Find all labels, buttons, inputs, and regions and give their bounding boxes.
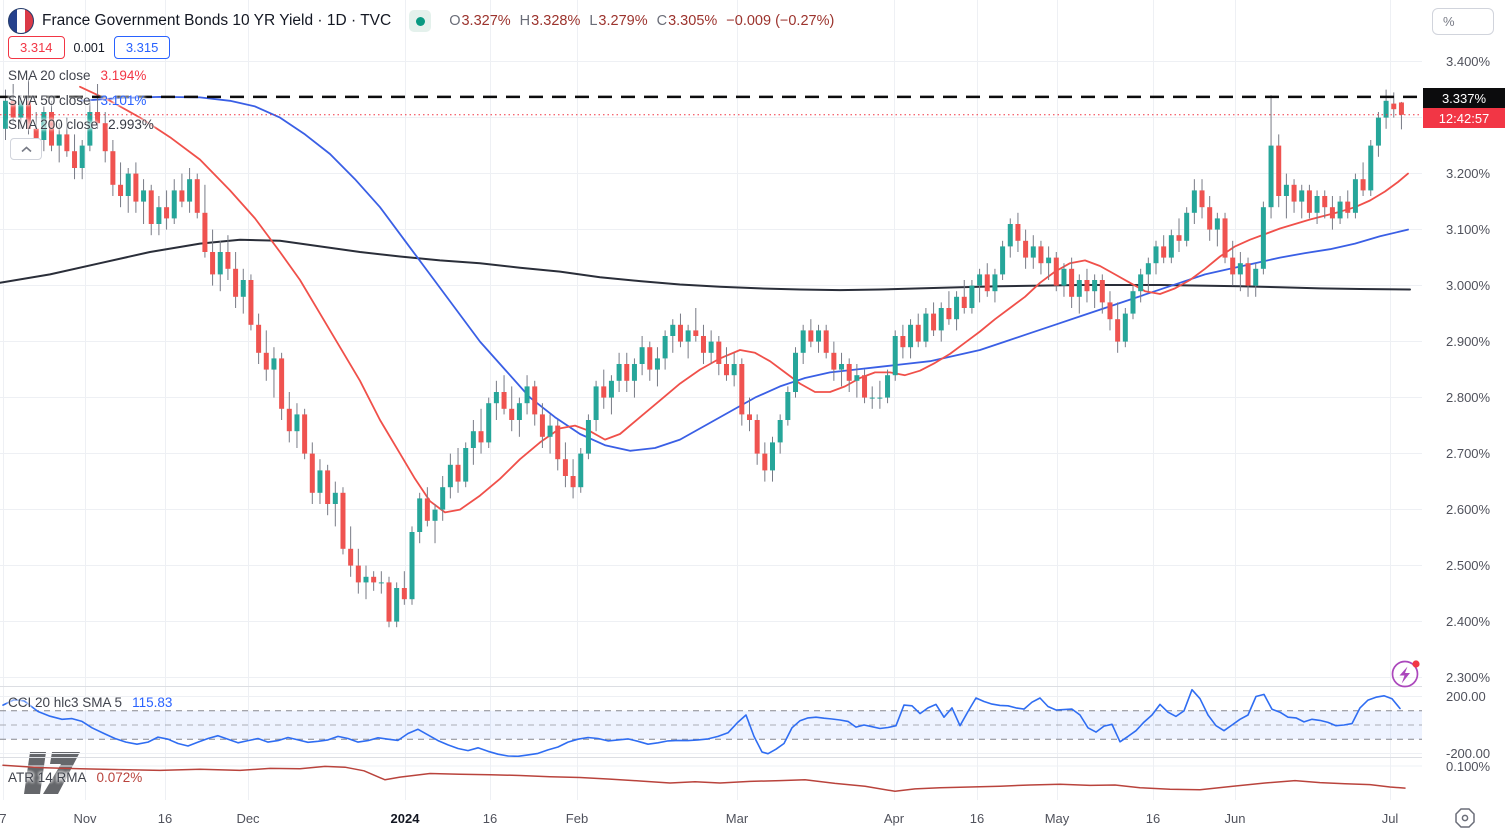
hline-price-badge: 3.337% [1423,88,1505,108]
countdown-badge: 12:42:57 [1423,108,1505,128]
axis-tick-label: 0.100% [1446,758,1491,774]
axis-tick-label: 3.000% [1446,278,1491,294]
ohlc-values: O3.327% H3.328% L3.279% C3.305% −0.009 (… [449,13,834,29]
time-tick-label: Apr [883,811,905,826]
legend-atr[interactable]: ATR 14 RMA 0.072% [8,770,142,785]
time-tick-label: 7 [0,811,7,826]
time-tick-label: 16 [1145,811,1161,826]
time-tick-label: Dec [236,811,260,826]
legend-cci[interactable]: CCI 20 hlc3 SMA 5 115.83 [8,695,172,710]
sma200-label: SMA 200 close [8,117,99,132]
cci-label: CCI 20 hlc3 SMA 5 [8,695,123,710]
low-label: L [589,13,598,29]
time-tick-label: 16 [482,811,498,826]
time-tick-label: Mar [725,811,749,826]
axis-tick-label: 2.300% [1446,670,1491,686]
time-tick-label: May [1044,811,1070,826]
sma20-label: SMA 20 close [8,68,91,83]
open-value: 3.327% [461,13,511,29]
octagon-eye-icon [1455,808,1475,828]
bid-button[interactable]: 3.314 [8,36,65,59]
time-scale[interactable]: 7 Nov 16 Dec 2024 16 Feb Mar Apr 16 May 16 Jun Jul [0,800,1422,835]
high-value: 3.328% [531,13,581,29]
symbol-header[interactable]: France Government Bonds 10 YR Yield · 1D… [8,8,834,34]
sma20-value: 3.194% [100,68,147,83]
ask-button[interactable]: 3.315 [113,36,171,59]
legend-sma50[interactable]: SMA 50 close 3.101% [8,93,146,108]
atr-value: 0.072% [96,770,143,785]
time-tick-label: 2024 [390,811,420,826]
market-status-chip[interactable] [409,10,432,32]
price-unit-button[interactable]: % [1432,8,1494,35]
time-tick-label: 16 [969,811,985,826]
symbol-title[interactable]: France Government Bonds 10 YR Yield · 1D… [42,12,392,29]
open-label: O [449,13,461,29]
chevron-up-icon [20,145,32,152]
sma200-value: 2.993% [108,117,154,132]
close-value: 3.305% [668,13,718,29]
lightning-icon [1391,660,1420,688]
bid-ask-row: 3.314 0.001 3.315 [8,36,171,59]
time-tick-label: Nov [73,811,97,826]
tradingview-watermark [22,748,108,803]
cci-value: 115.83 [132,695,173,710]
change-value: −0.009 (−0.27%) [726,13,835,29]
sma50-value: 3.101% [100,93,147,108]
atr-label: ATR 14 RMA [8,770,87,785]
low-value: 3.279% [598,13,648,29]
high-label: H [519,13,531,29]
sma50-label: SMA 50 close [8,93,91,108]
axis-tick-label: 3.400% [1446,54,1491,70]
price-scale[interactable]: % 3.337% 12:42:57 3.400%3.300%3.200%3.10… [1422,0,1507,800]
axis-tick-label: -200.00 [1446,745,1491,761]
time-tick-label: Jun [1224,811,1246,826]
axis-tick-label: 2.900% [1446,334,1491,350]
france-flag-icon [8,8,34,34]
market-open-dot-icon [415,16,425,26]
axis-tick-label: 3.100% [1446,222,1491,238]
axis-tick-label: 2.700% [1446,446,1491,462]
time-tick-label: 16 [157,811,173,826]
axis-tick-label: 3.200% [1446,166,1491,182]
technicals-button[interactable] [1388,656,1424,695]
spread-value: 0.001 [73,40,105,55]
collapse-legend-button[interactable] [10,138,42,160]
chart-canvas[interactable] [0,0,1422,835]
legend-sma20[interactable]: SMA 20 close 3.194% [8,68,146,83]
time-tick-label: Feb [565,811,589,826]
axis-tick-label: 2.800% [1446,390,1491,406]
axis-tick-label: 2.500% [1446,558,1491,574]
axis-tick-label: 2.400% [1446,614,1491,630]
close-label: C [656,13,668,29]
axis-tick-label: 200.00 [1446,689,1486,705]
legend-sma200[interactable]: SMA 200 close 2.993% [8,117,154,132]
axis-tick-label: 2.600% [1446,502,1491,518]
timezone-button[interactable] [1452,806,1478,835]
time-tick-label: Jul [1381,811,1399,826]
